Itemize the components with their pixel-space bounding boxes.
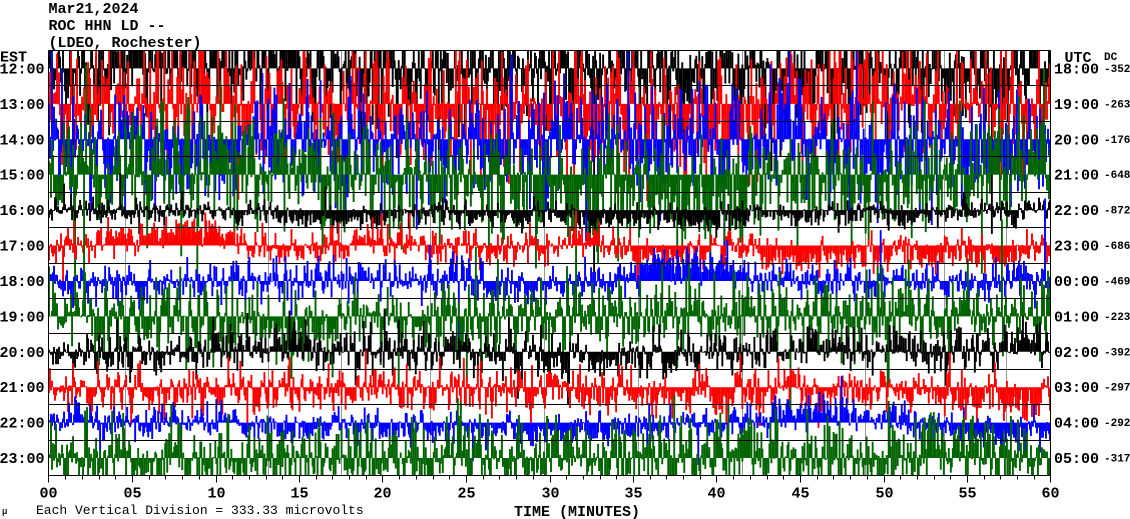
svg-text:16:00: 16:00 [0,203,45,220]
svg-text:21:00: 21:00 [1054,168,1099,185]
svg-text:40: 40 [707,486,725,503]
svg-text:-872: -872 [1104,206,1130,218]
svg-text:03:00: 03:00 [1054,380,1099,397]
svg-text:25: 25 [457,486,475,503]
svg-text:02:00: 02:00 [1054,345,1099,362]
svg-text:45: 45 [791,486,809,503]
svg-text:00:00: 00:00 [1054,274,1099,291]
svg-text:15:00: 15:00 [0,168,45,185]
svg-text:-292: -292 [1104,418,1130,430]
svg-text:17:00: 17:00 [0,239,45,256]
svg-text:01:00: 01:00 [1054,309,1099,326]
svg-text:22:00: 22:00 [0,416,45,433]
svg-text:-223: -223 [1104,312,1130,324]
svg-text:60: 60 [1041,486,1059,503]
svg-text:10: 10 [207,486,225,503]
svg-text:20:00: 20:00 [0,345,45,362]
svg-text:13:00: 13:00 [0,97,45,114]
svg-text:55: 55 [958,486,976,503]
svg-text:19:00: 19:00 [0,309,45,326]
svg-text:19:00: 19:00 [1054,97,1099,114]
svg-text:22:00: 22:00 [1054,203,1099,220]
svg-text:00: 00 [39,486,57,503]
svg-text:05: 05 [123,486,141,503]
svg-text:EST: EST [0,50,27,67]
svg-text:20:00: 20:00 [1054,132,1099,149]
svg-text:30: 30 [541,486,559,503]
svg-text:-392: -392 [1104,347,1130,359]
svg-text:-297: -297 [1104,383,1130,395]
svg-text:14:00: 14:00 [0,132,45,149]
svg-text:-176: -176 [1104,135,1130,147]
svg-text:04:00: 04:00 [1054,416,1099,433]
svg-text:-352: -352 [1104,64,1130,76]
svg-text:05:00: 05:00 [1054,451,1099,468]
svg-text:-469: -469 [1104,276,1130,288]
svg-text:35: 35 [624,486,642,503]
svg-text:23:00: 23:00 [0,451,45,468]
svg-text:18:00: 18:00 [0,274,45,291]
svg-text:15: 15 [290,486,308,503]
svg-text:-686: -686 [1104,241,1130,253]
svg-text:-263: -263 [1104,99,1130,111]
svg-text:23:00: 23:00 [1054,239,1099,256]
svg-text:50: 50 [875,486,893,503]
svg-text:-317: -317 [1104,454,1130,466]
svg-text:21:00: 21:00 [0,380,45,397]
svg-text:20: 20 [373,486,391,503]
svg-text:-648: -648 [1104,170,1130,182]
